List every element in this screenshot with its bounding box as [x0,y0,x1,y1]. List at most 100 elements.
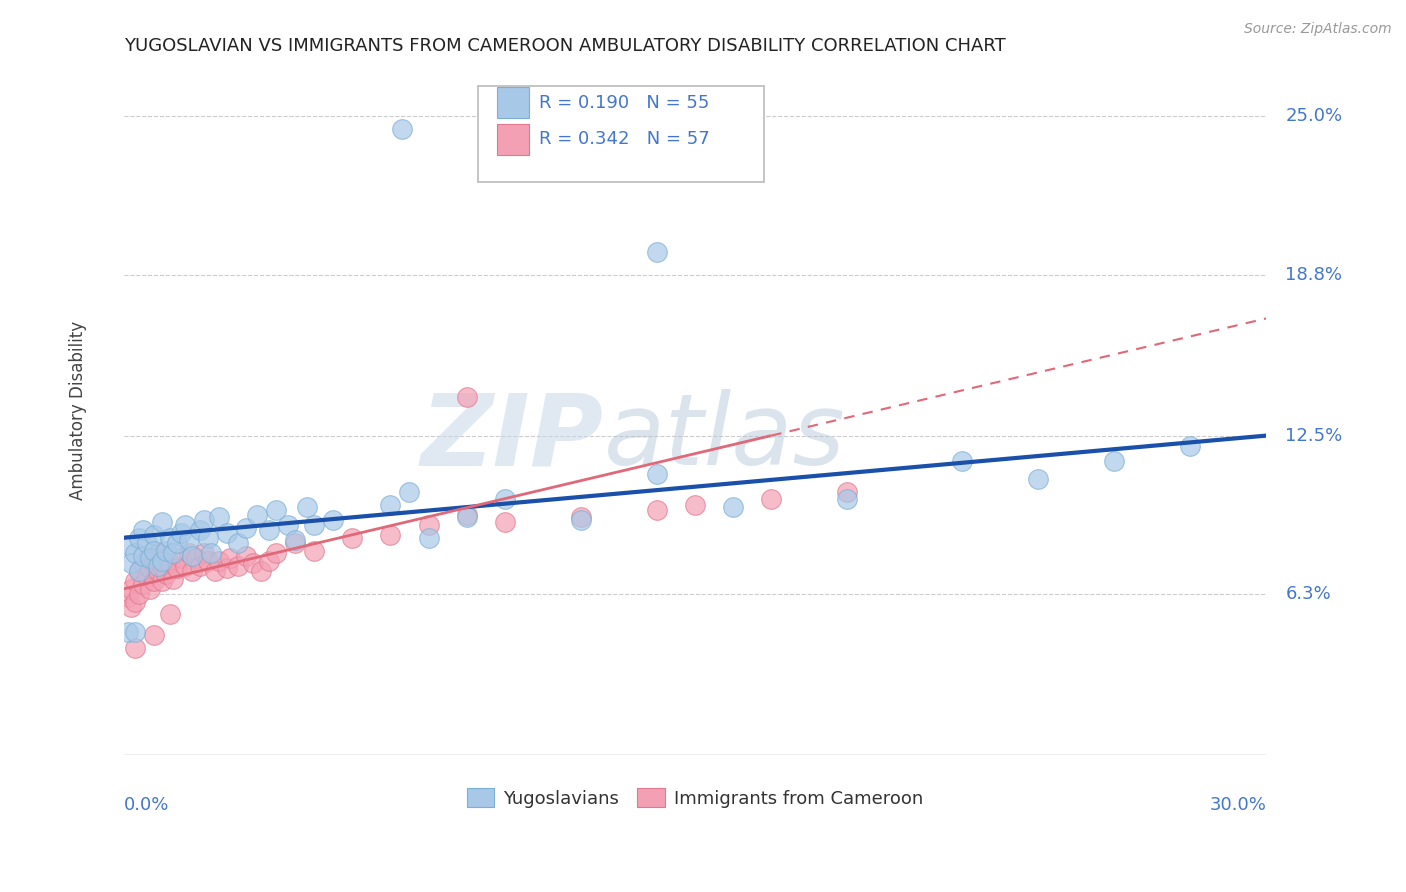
Point [150,558,173,573]
Point [132,549,155,563]
Point [170,525,193,540]
Point [380,498,402,512]
Point [150,516,173,530]
Point [188,558,211,573]
Text: R = 0.342   N = 57: R = 0.342 N = 57 [538,130,709,148]
Point [418,518,440,533]
Point [139,561,162,575]
Point [143,543,166,558]
Point [215,525,238,540]
Point [143,574,166,589]
Point [128,564,150,578]
Point [1026,472,1049,486]
Point [380,528,402,542]
Point [264,546,287,560]
Point [1102,454,1125,468]
Point [246,508,269,522]
Point [135,569,157,583]
Point [284,536,307,550]
Point [132,557,155,571]
Point [193,546,215,560]
Point [235,549,257,563]
Point [304,518,326,533]
Point [257,554,280,568]
Point [166,561,188,575]
Point [120,557,142,571]
Point [117,590,139,604]
Point [645,244,668,259]
Point [124,574,146,589]
Text: 18.8%: 18.8% [1285,266,1343,284]
Point [683,498,706,512]
Point [120,599,142,614]
Point [208,510,231,524]
Text: 0.0%: 0.0% [124,797,169,814]
Point [177,546,200,560]
Text: 30.0%: 30.0% [1209,797,1267,814]
Point [135,551,157,566]
Point [284,533,307,548]
Point [128,587,150,601]
Point [950,454,973,468]
Point [173,518,195,533]
Point [159,531,181,545]
Point [295,500,318,515]
Point [181,549,204,563]
Point [322,513,344,527]
Text: atlas: atlas [603,389,845,486]
Point [128,531,150,545]
Point [391,122,413,136]
Point [569,513,592,527]
Point [155,543,177,558]
Text: Source: ZipAtlas.com: Source: ZipAtlas.com [1244,22,1392,37]
Point [277,518,299,533]
Point [304,543,326,558]
Text: 25.0%: 25.0% [1285,107,1343,125]
Point [837,492,859,507]
Point [342,531,364,545]
Text: R = 0.190   N = 55: R = 0.190 N = 55 [538,94,709,112]
Point [143,557,166,571]
Point [197,531,219,545]
Point [456,510,478,524]
Point [128,564,150,578]
Point [162,572,184,586]
Point [204,564,226,578]
Point [173,558,195,573]
Point [117,538,139,552]
FancyBboxPatch shape [498,124,530,155]
Point [494,516,516,530]
Point [257,523,280,537]
Text: ZIP: ZIP [420,389,603,486]
Point [143,528,166,542]
Point [197,554,219,568]
Point [143,628,166,642]
Point [235,520,257,534]
Point [193,513,215,527]
Point [837,484,859,499]
Point [219,551,242,566]
Point [124,625,146,640]
Text: 6.3%: 6.3% [1285,585,1331,603]
Legend: Yugoslavians, Immigrants from Cameroon: Yugoslavians, Immigrants from Cameroon [460,781,929,815]
Point [398,484,420,499]
Point [456,390,478,404]
Point [124,546,146,560]
Point [124,640,146,655]
Point [761,492,783,507]
Point [146,546,169,560]
Point [242,557,264,571]
Point [166,536,188,550]
Text: Ambulatory Disability: Ambulatory Disability [69,320,87,500]
Point [418,531,440,545]
Point [177,533,200,548]
Point [181,564,204,578]
Point [117,625,139,640]
Point [1180,439,1202,453]
Point [215,561,238,575]
Point [200,546,222,560]
Point [250,564,273,578]
Point [264,502,287,516]
FancyBboxPatch shape [498,87,530,119]
Point [188,523,211,537]
